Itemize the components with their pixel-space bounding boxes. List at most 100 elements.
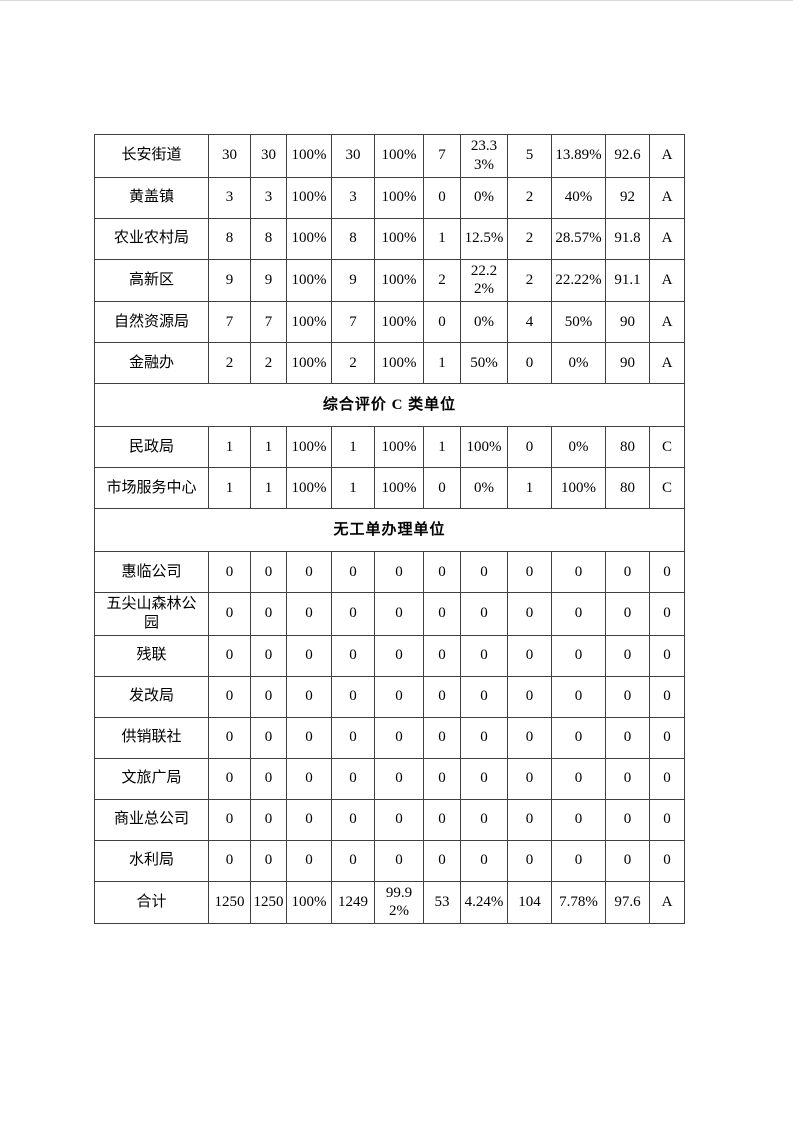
value-cell: 2	[507, 176, 552, 219]
value-cell: 50%	[460, 342, 508, 384]
value-cell: 0	[649, 592, 685, 636]
value-cell: A	[649, 880, 685, 924]
value-cell: 0	[551, 675, 606, 718]
table-row: 高新区 9 9 100% 9 100% 2 22.22% 2 22.22% 91.1 A	[94, 258, 685, 302]
value-cell: 0	[605, 634, 650, 677]
value-cell: 0	[374, 592, 424, 636]
value-cell: 100%	[374, 176, 424, 219]
section-header-label: 综合评价 C 类单位	[94, 383, 685, 427]
value-cell: 0	[250, 839, 287, 882]
unit-name-cell: 农业农村局	[94, 217, 209, 260]
value-cell: 7	[250, 301, 287, 343]
value-cell: 0	[286, 675, 332, 718]
value-cell: 1249	[331, 880, 375, 924]
value-cell: 0	[605, 592, 650, 636]
unit-name-cell: 民政局	[94, 426, 209, 468]
value-cell: 0	[551, 716, 606, 759]
value-cell: A	[649, 134, 685, 178]
table-row: 市场服务中心 1 1 100% 1 100% 0 0% 1 100% 80 C	[94, 467, 685, 509]
value-cell: 30	[208, 134, 251, 178]
table-row: 五尖山森林公园 0 0 0 0 0 0 0 0 0 0 0	[94, 592, 685, 636]
value-cell: 3	[331, 176, 375, 219]
value-cell: 0	[507, 634, 552, 677]
value-cell: 13.89%	[551, 134, 606, 178]
unit-name-cell: 文旅广局	[94, 757, 209, 800]
value-cell: 0	[507, 675, 552, 718]
value-cell: 0	[423, 176, 461, 219]
value-cell: 0	[649, 839, 685, 882]
section-header-row: 综合评价 C 类单位	[94, 383, 685, 427]
value-cell: 0	[551, 634, 606, 677]
value-cell: 90	[605, 342, 650, 384]
table-row: 金融办 2 2 100% 2 100% 1 50% 0 0% 90 A	[94, 342, 685, 384]
value-cell: 100%	[286, 301, 332, 343]
value-cell: 100%	[286, 258, 332, 302]
value-cell: 1	[423, 342, 461, 384]
value-cell: 0	[331, 716, 375, 759]
value-cell: 100%	[374, 467, 424, 509]
value-cell: 0	[605, 551, 650, 593]
value-cell: 0	[208, 757, 251, 800]
value-cell: 22.22%	[460, 258, 508, 302]
value-cell: 0	[423, 839, 461, 882]
value-cell: 0	[374, 757, 424, 800]
value-cell: 7	[331, 301, 375, 343]
value-cell: 0	[507, 839, 552, 882]
value-cell: 0	[551, 592, 606, 636]
value-cell: 0	[423, 634, 461, 677]
value-cell: 0	[250, 675, 287, 718]
value-cell: 30	[331, 134, 375, 178]
value-cell: 0	[507, 592, 552, 636]
table-row: 发改局 0 0 0 0 0 0 0 0 0 0 0	[94, 675, 685, 718]
value-cell: 0	[460, 839, 508, 882]
value-cell: 1	[331, 467, 375, 509]
value-cell: 0	[286, 757, 332, 800]
value-cell: 0	[460, 757, 508, 800]
value-cell: A	[649, 217, 685, 260]
value-cell: 0	[649, 798, 685, 841]
value-cell: 0	[649, 716, 685, 759]
value-cell: 100%	[460, 426, 508, 468]
value-cell: 100%	[374, 342, 424, 384]
value-cell: 1	[423, 426, 461, 468]
value-cell: 0	[208, 716, 251, 759]
value-cell: 0	[250, 798, 287, 841]
value-cell: A	[649, 342, 685, 384]
value-cell: 8	[208, 217, 251, 260]
value-cell: 0%	[460, 176, 508, 219]
value-cell: 92	[605, 176, 650, 219]
unit-name-cell: 残联	[94, 634, 209, 677]
value-cell: 90	[605, 301, 650, 343]
value-cell: 80	[605, 467, 650, 509]
value-cell: 100%	[286, 217, 332, 260]
value-cell: 1	[250, 426, 287, 468]
value-cell: 0	[423, 467, 461, 509]
value-cell: 0	[250, 592, 287, 636]
table-row: 水利局 0 0 0 0 0 0 0 0 0 0 0	[94, 839, 685, 882]
table-row: 惠临公司 0 0 0 0 0 0 0 0 0 0 0	[94, 551, 685, 593]
table-row: 供销联社 0 0 0 0 0 0 0 0 0 0 0	[94, 716, 685, 759]
value-cell: 0	[374, 675, 424, 718]
value-cell: 1	[331, 426, 375, 468]
unit-name-cell: 合计	[94, 880, 209, 924]
value-cell: 100%	[374, 217, 424, 260]
value-cell: 1	[208, 467, 251, 509]
value-cell: 0	[208, 592, 251, 636]
value-cell: 0	[286, 592, 332, 636]
value-cell: 0	[649, 757, 685, 800]
value-cell: 0	[331, 592, 375, 636]
value-cell: 0	[423, 592, 461, 636]
value-cell: 0	[460, 592, 508, 636]
value-cell: 0	[649, 551, 685, 593]
value-cell: 40%	[551, 176, 606, 219]
value-cell: 0%	[460, 301, 508, 343]
table-body: 长安街道 30 30 100% 30 100% 7 23.33% 5 13.89% 92.6 A 黄盖镇…	[94, 134, 685, 924]
value-cell: 91.8	[605, 217, 650, 260]
unit-name-cell: 商业总公司	[94, 798, 209, 841]
value-cell: A	[649, 258, 685, 302]
value-cell: 0	[250, 551, 287, 593]
value-cell: 7	[423, 134, 461, 178]
value-cell: 100%	[374, 301, 424, 343]
table-row: 商业总公司 0 0 0 0 0 0 0 0 0 0 0	[94, 798, 685, 841]
value-cell: 2	[507, 258, 552, 302]
